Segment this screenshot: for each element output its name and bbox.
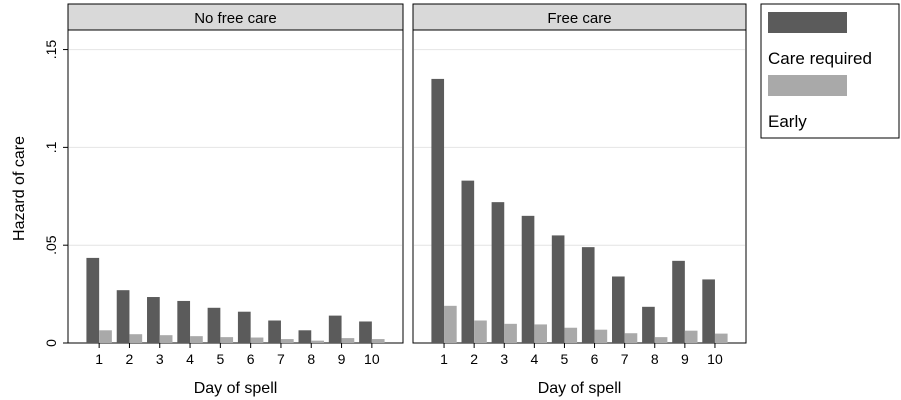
x-tick-label: 1: [95, 351, 103, 367]
legend-swatch-care-required: [768, 12, 847, 33]
bar: [654, 337, 668, 343]
bar: [280, 339, 294, 343]
bar: [159, 335, 173, 343]
bar: [714, 333, 728, 343]
bar: [371, 339, 385, 343]
x-tick-label: 5: [561, 351, 569, 367]
x-tick-label: 3: [500, 351, 508, 367]
x-tick-label: 10: [707, 351, 723, 367]
bar: [534, 324, 547, 343]
bar: [190, 336, 203, 343]
x-tick-label: 7: [621, 351, 629, 367]
bar: [594, 329, 608, 343]
bar: [311, 340, 324, 343]
bar: [207, 307, 221, 343]
x-tick-label: 4: [186, 351, 194, 367]
x-tick-label: 9: [681, 351, 689, 367]
x-tick-label: 7: [277, 351, 285, 367]
y-tick-label: .05: [43, 235, 59, 255]
bar: [642, 306, 655, 343]
x-tick-label: 3: [156, 351, 164, 367]
bar: [250, 337, 264, 343]
bar: [491, 202, 505, 343]
bar: [220, 337, 234, 343]
panel-title: No free care: [194, 10, 277, 27]
bar: [581, 247, 595, 343]
bar: [504, 323, 517, 343]
x-tick-label: 5: [216, 351, 224, 367]
bar: [474, 320, 487, 343]
legend-swatch-early: [768, 75, 847, 96]
bar: [177, 300, 191, 343]
y-tick-label: .15: [43, 40, 59, 60]
x-tick-label: 2: [126, 351, 134, 367]
panel-header: [412, 3, 747, 31]
panel-title: Free care: [547, 10, 611, 27]
x-tick-label: 6: [247, 351, 255, 367]
legend-label-care-required: Care required: [768, 49, 872, 68]
bar: [521, 215, 535, 343]
bar: [341, 338, 355, 343]
legend-label-early: Early: [768, 112, 807, 131]
y-tick-label: .1: [43, 141, 59, 153]
bar: [431, 78, 445, 343]
x-axis-title: Day of spell: [538, 380, 622, 397]
x-tick-label: 6: [591, 351, 599, 367]
bar: [99, 330, 112, 343]
x-tick-label: 2: [470, 351, 478, 367]
y-tick-label: 0: [43, 339, 59, 347]
x-tick-label: 10: [364, 351, 380, 367]
bar: [551, 235, 565, 343]
panel-header: [67, 3, 404, 31]
bar: [702, 279, 715, 343]
bar: [684, 330, 698, 343]
bar: [268, 320, 281, 343]
bar: [147, 297, 160, 343]
bar: [116, 290, 130, 343]
bar: [298, 330, 312, 343]
bar: [129, 334, 143, 343]
bar: [612, 276, 625, 343]
bar: [672, 260, 685, 343]
x-tick-label: 1: [440, 351, 448, 367]
bar: [359, 321, 372, 343]
x-tick-label: 9: [338, 351, 346, 367]
bar: [86, 257, 100, 343]
bar: [564, 327, 578, 343]
x-tick-label: 8: [651, 351, 659, 367]
y-axis-title: Hazard of care: [11, 136, 28, 241]
x-tick-label: 8: [307, 351, 315, 367]
bar: [461, 180, 475, 343]
bar: [624, 333, 638, 343]
x-axis-title: Day of spell: [194, 380, 278, 397]
x-tick-label: 4: [530, 351, 538, 367]
bar: [237, 311, 251, 343]
bar: [328, 315, 342, 343]
bar: [444, 305, 457, 343]
